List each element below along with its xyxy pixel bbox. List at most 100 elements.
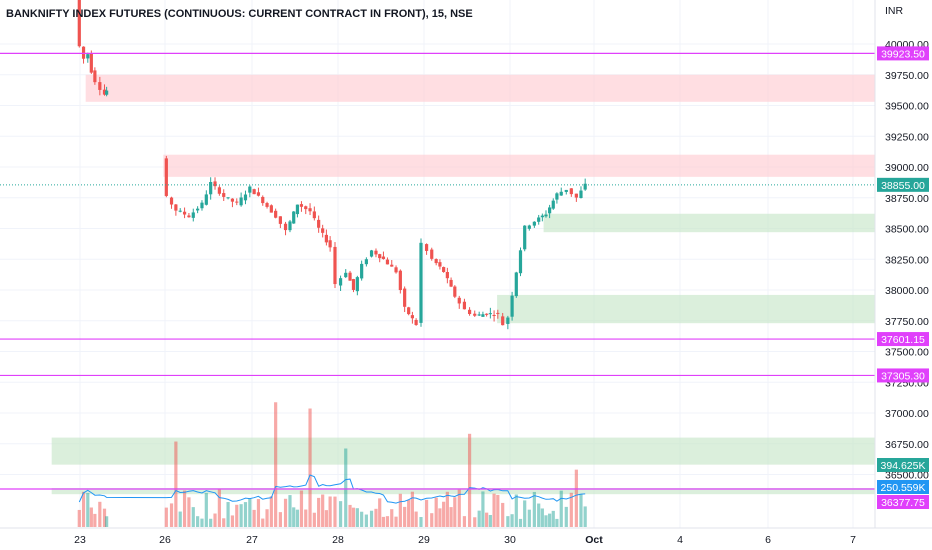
volume-bar <box>196 516 200 527</box>
x-tick-label: 29 <box>418 534 430 546</box>
candle-body <box>204 194 208 205</box>
y-tick-label: 38500.00 <box>885 224 929 236</box>
candle-body <box>518 250 523 274</box>
candle-body <box>209 182 213 195</box>
level-tag-bg <box>877 46 929 61</box>
candle-body <box>506 317 510 324</box>
y-tick-label: 37500.00 <box>885 347 929 359</box>
candle-body <box>378 254 382 259</box>
volume-bar <box>360 511 364 527</box>
volume-bar <box>410 491 414 527</box>
zone-demand <box>51 437 875 465</box>
candle-body <box>564 189 568 192</box>
volume-bar <box>226 502 230 527</box>
volume-bar <box>579 494 583 527</box>
volume-bar <box>434 497 438 527</box>
y-tick-label: 39250.00 <box>885 131 929 143</box>
candle-body <box>81 46 86 59</box>
volume-bar <box>445 491 449 527</box>
volume-bar <box>256 499 261 527</box>
candle-body <box>492 315 496 317</box>
volume-bar <box>239 504 243 527</box>
volume-bar <box>544 515 548 527</box>
candle-body <box>230 198 235 202</box>
volume-bar <box>248 498 252 527</box>
volume-bar <box>430 513 434 527</box>
candle-body <box>364 259 368 265</box>
volume-bar <box>98 501 102 527</box>
y-tick-label: 39500.00 <box>885 101 929 113</box>
volume-bar <box>374 508 378 527</box>
horizontal-levels <box>0 52 875 490</box>
candle-body <box>226 197 230 199</box>
zone-demand <box>543 213 875 233</box>
volume-bar <box>317 497 321 527</box>
volume-bar <box>252 509 256 527</box>
candle-body <box>348 272 352 281</box>
volume-bar <box>394 516 398 527</box>
zone-supply <box>163 154 876 177</box>
volume-bar <box>283 498 288 527</box>
level-tag-bg <box>877 368 929 383</box>
candle-body <box>265 203 269 207</box>
candle-body <box>252 189 256 195</box>
candle-body <box>169 197 174 205</box>
volume-bar <box>419 517 423 527</box>
candle-body <box>381 256 386 260</box>
y-tick-label: 37750.00 <box>885 316 929 328</box>
bottom-level-tag: 36377.75 <box>881 497 925 509</box>
candle-body <box>394 267 398 273</box>
candle-body <box>317 219 321 228</box>
volume-bar <box>187 497 191 527</box>
candle-body <box>93 70 97 83</box>
candle-body <box>239 197 243 206</box>
volume-bar <box>555 518 559 527</box>
candle-body <box>338 278 343 286</box>
candle-body <box>414 319 418 325</box>
y-tick-label: 38000.00 <box>885 285 929 297</box>
volume-bar <box>102 508 107 527</box>
candle-body <box>445 272 449 279</box>
x-tick-label: 27 <box>246 534 258 546</box>
volume-bar <box>548 513 552 527</box>
volume-bar <box>449 507 453 527</box>
volume-bar <box>467 433 472 527</box>
volume-bar <box>559 490 563 527</box>
volume-bar <box>351 507 356 527</box>
volume-bar <box>364 514 368 527</box>
volume-bar <box>169 503 174 527</box>
x-tick-label: 6 <box>765 534 771 546</box>
candle-body <box>496 312 500 314</box>
price-tags: 39923.50 37601.15 37305.30 38855.00 394.625K… <box>877 46 929 509</box>
y-tick-label: 39000.00 <box>885 162 929 174</box>
level-tag: 37305.30 <box>881 370 925 382</box>
zone-demand <box>51 488 875 495</box>
level-tag: 37601.15 <box>881 334 925 346</box>
volume-bar <box>569 492 573 527</box>
zone-demand <box>497 294 875 324</box>
volume-bar <box>564 506 568 527</box>
volume-bar <box>217 489 221 527</box>
volume-bar <box>510 514 514 527</box>
candle-body <box>442 267 446 272</box>
candle-body <box>514 272 518 297</box>
candle-body <box>385 259 390 265</box>
x-tick-label: 26 <box>159 534 171 546</box>
volume-bar <box>403 506 407 527</box>
last-price-tag: 38855.00 <box>881 180 925 192</box>
candle-body <box>196 208 200 211</box>
volume-bar <box>442 501 446 527</box>
volume-bar <box>485 512 489 527</box>
volume-bar <box>355 508 359 527</box>
candle-body <box>551 200 555 209</box>
level-tag: 39923.50 <box>881 48 925 60</box>
price-axis: 40000.0039750.0039500.0039250.0039000.00… <box>885 39 929 482</box>
time-axis: 23 26 27 28 29 30 Oct 4 6 7 <box>74 534 856 546</box>
volume-bar <box>324 510 328 527</box>
volume-bars <box>77 402 587 527</box>
volume-bar <box>523 500 527 527</box>
volume-bar <box>299 490 304 527</box>
candle-body <box>217 187 221 194</box>
candle-body <box>187 215 191 218</box>
candle-body <box>269 205 273 213</box>
